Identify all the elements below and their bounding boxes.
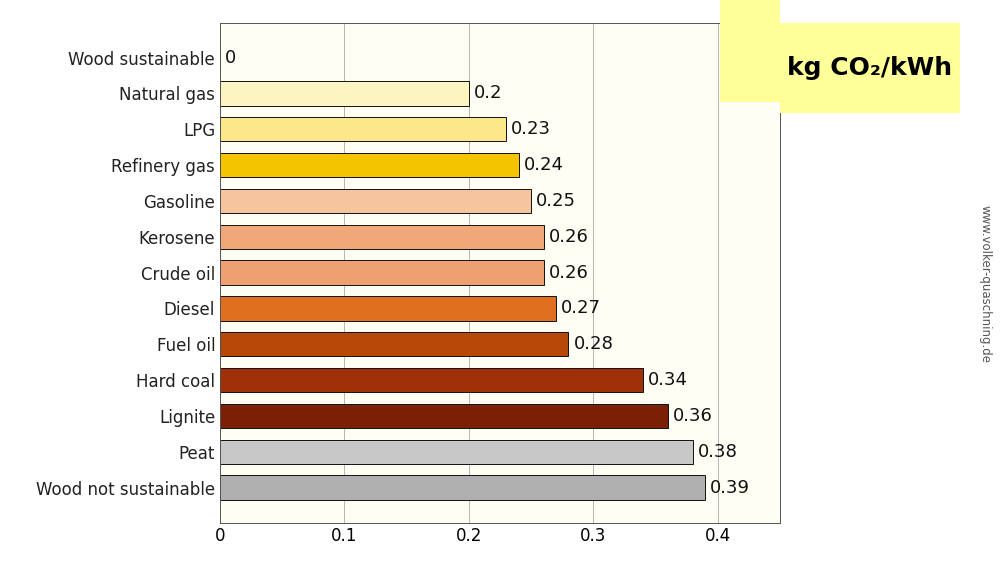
Text: www.volker-quaschning.de: www.volker-quaschning.de <box>978 205 992 363</box>
Text: 0.34: 0.34 <box>648 371 688 389</box>
Text: 0.26: 0.26 <box>549 228 588 246</box>
Bar <box>220 475 705 500</box>
Text: 0.27: 0.27 <box>561 299 601 318</box>
Bar <box>220 81 469 106</box>
Bar <box>220 261 544 285</box>
Text: 0.26: 0.26 <box>549 264 588 282</box>
Bar <box>220 189 531 213</box>
Text: 0.25: 0.25 <box>536 192 576 210</box>
Text: 0.24: 0.24 <box>524 156 564 174</box>
Bar <box>220 368 643 392</box>
Text: 0.38: 0.38 <box>698 443 738 461</box>
Bar <box>220 440 693 464</box>
Bar <box>780 23 960 112</box>
Text: 0.36: 0.36 <box>673 407 713 425</box>
Text: 0.39: 0.39 <box>710 479 750 496</box>
Text: 0: 0 <box>225 49 236 66</box>
Bar <box>220 404 668 428</box>
Bar <box>220 332 568 357</box>
Bar <box>220 153 519 177</box>
Bar <box>220 117 506 141</box>
Text: 0.23: 0.23 <box>511 120 551 138</box>
Text: 0.2: 0.2 <box>474 85 502 102</box>
Bar <box>220 224 544 249</box>
Bar <box>220 296 556 321</box>
Text: 0.28: 0.28 <box>573 335 613 353</box>
Text: kg CO₂/kWh: kg CO₂/kWh <box>787 56 953 80</box>
